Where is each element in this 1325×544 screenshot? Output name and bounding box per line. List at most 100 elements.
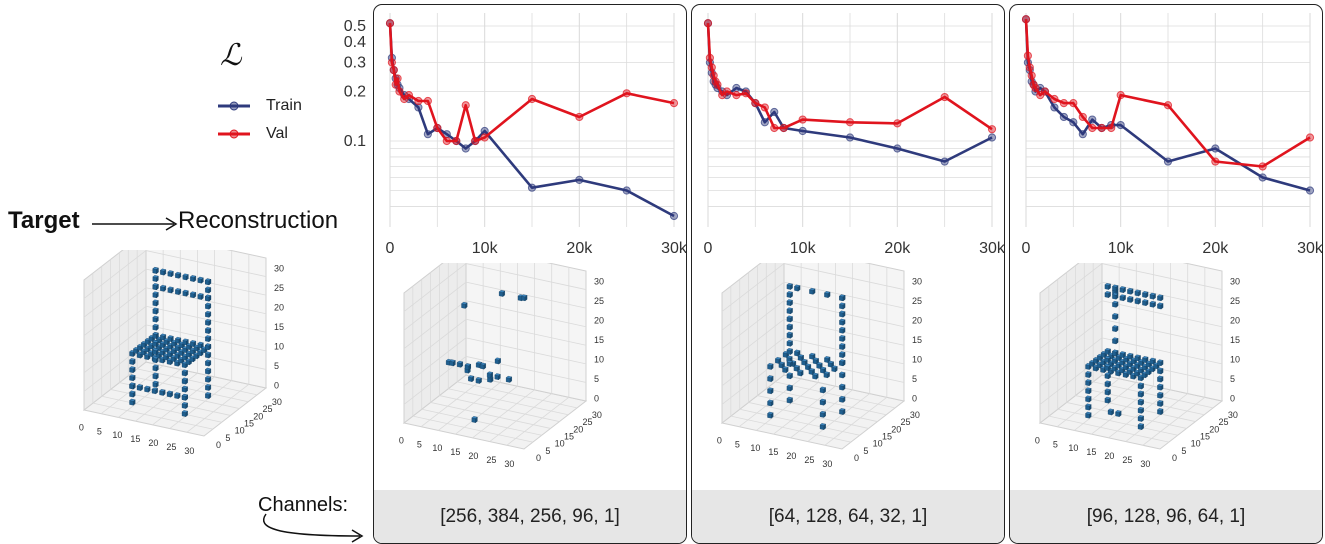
data-point — [1211, 157, 1220, 166]
voxel-face — [1108, 373, 1111, 380]
voxel-face — [842, 396, 846, 403]
series-train — [703, 19, 997, 166]
grid-line — [83, 250, 147, 299]
data-point — [1258, 173, 1267, 182]
voxel-face — [1145, 299, 1149, 307]
data-point — [987, 125, 997, 134]
grid-line — [145, 305, 267, 333]
grid-line — [465, 263, 587, 290]
data-point — [751, 98, 760, 108]
data-point — [461, 144, 470, 153]
grid-line — [773, 385, 836, 435]
data-point — [423, 96, 432, 106]
x-tick-label: 20 — [786, 451, 796, 461]
data-point — [385, 19, 395, 28]
data-point — [452, 136, 461, 146]
grid-line — [412, 415, 533, 443]
y-tick-label: 20 — [573, 424, 583, 434]
grid-line — [145, 250, 267, 277]
voxel-face — [1141, 399, 1144, 406]
grid-line — [403, 281, 467, 331]
x-tick-label: 20 — [148, 438, 158, 448]
grid-line — [403, 337, 467, 387]
voxel-face — [163, 389, 166, 396]
data-point — [760, 103, 769, 112]
z-tick-label: 30 — [594, 276, 604, 286]
z-tick-label: 10 — [1230, 354, 1240, 364]
y-tick-label: 25 — [901, 417, 911, 427]
experiment-panel-2: 0 10k 20k 30k 0 5 10 15 20 25 30 0 5 10 15 20 25 30 0 5 10 1… — [691, 4, 1005, 544]
z-tick-label: 10 — [274, 341, 284, 351]
voxel-face — [156, 267, 159, 274]
data-point — [1069, 118, 1078, 127]
channels-config-2: [64, 128, 64, 32, 1] — [692, 490, 1004, 543]
y-tick-label: 0.5 — [344, 18, 366, 35]
data-point — [845, 133, 855, 142]
voxel-face — [483, 363, 486, 370]
voxel-face — [1115, 313, 1119, 320]
voxel-face — [208, 327, 212, 335]
grid-line — [766, 388, 887, 416]
voxel-face — [801, 370, 804, 377]
data-point — [722, 87, 732, 96]
voxel-face — [475, 416, 478, 424]
grid-line — [83, 287, 147, 337]
data-point — [527, 94, 537, 104]
y-tick-label: 0 — [536, 453, 541, 463]
series-val — [703, 19, 997, 134]
voxels — [767, 283, 846, 431]
y-tick-label: 5 — [1181, 446, 1186, 456]
x-tick-label: 10k — [472, 240, 499, 257]
grid-line — [438, 382, 501, 431]
grid-line — [1101, 263, 1223, 290]
voxel-face — [156, 275, 159, 283]
data-point — [1078, 130, 1087, 139]
x-tick-label: 25 — [804, 455, 814, 465]
grid-line — [421, 408, 542, 436]
voxel-face — [185, 402, 188, 409]
z-tick-label: 30 — [274, 263, 284, 273]
data-point — [1088, 115, 1097, 124]
channels-config-3: [96, 128, 96, 64, 1] — [1010, 490, 1322, 543]
y-tick-label: 10 — [873, 439, 883, 449]
data-point — [1050, 103, 1059, 112]
voxel-face — [498, 373, 501, 381]
data-point — [395, 87, 404, 96]
data-point — [732, 91, 741, 100]
voxel-face — [823, 423, 826, 431]
voxel-face — [171, 287, 174, 294]
z-tick-label: 10 — [594, 354, 604, 364]
y-tick-label: 0.4 — [344, 34, 366, 51]
voxel-face — [155, 388, 158, 395]
voxel-face — [208, 279, 212, 286]
voxel-face — [816, 373, 819, 380]
voxel-face — [156, 340, 159, 348]
voxel-face — [460, 361, 463, 368]
grid-line — [783, 263, 905, 290]
voxel-face — [842, 360, 846, 367]
data-point — [1050, 94, 1059, 104]
x-tick-label: 30k — [661, 240, 686, 257]
voxel-face — [1089, 388, 1092, 395]
z-tick-label: 5 — [1230, 374, 1235, 384]
grid-line — [83, 305, 147, 355]
voxel-face — [842, 352, 846, 359]
data-point — [1107, 123, 1116, 133]
voxel-face — [1108, 389, 1111, 396]
voxel-face — [1115, 301, 1119, 308]
grid-line — [128, 375, 249, 403]
voxel-face — [1089, 404, 1092, 411]
y-tick-label: 5 — [863, 446, 868, 456]
voxel-face — [1160, 303, 1164, 310]
voxel-face — [163, 285, 167, 292]
voxel-face — [133, 358, 136, 366]
loss-chart-2: 0 10k 20k 30k — [703, 13, 1004, 257]
voxel-face — [1141, 407, 1144, 414]
x-tick-label: 30k — [1297, 240, 1322, 257]
grid-line — [118, 369, 181, 418]
curved-arrow-icon — [262, 513, 364, 543]
voxel-face — [1130, 288, 1134, 295]
voxel-face — [1119, 410, 1122, 418]
